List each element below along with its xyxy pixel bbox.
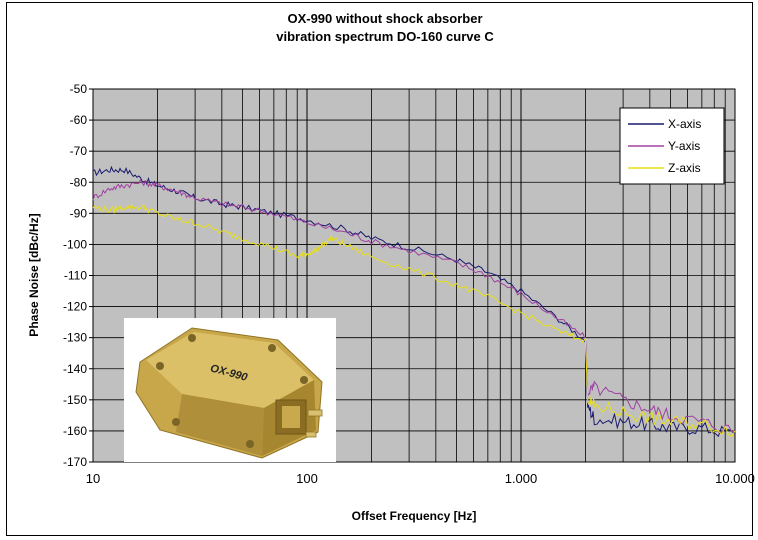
x-tick-label: 1.000 xyxy=(505,471,538,486)
axes: -50 -60 -70 -80 -90 -100 -110 -120 -130 -140 -150 -… xyxy=(63,82,755,486)
y-tick-label: -170 xyxy=(63,455,87,469)
y-tick-label: -150 xyxy=(63,393,87,407)
series-line-z-axis xyxy=(92,203,736,438)
y-tick-label: -110 xyxy=(64,269,87,283)
chart-subtitle: vibration spectrum DO-160 curve C xyxy=(276,29,494,44)
y-tick-label: -60 xyxy=(70,113,88,127)
x-axis-label: Offset Frequency [Hz] xyxy=(352,509,477,523)
legend-label: X-axis xyxy=(668,117,701,131)
series-line-y-axis xyxy=(92,178,736,434)
x-tick-label: 10.000 xyxy=(715,471,755,486)
product-photo: OX-990 xyxy=(124,318,336,462)
y-axis-label: Phase Noise [dBc/Hz] xyxy=(27,213,41,336)
x-tick-label: 10 xyxy=(86,471,100,486)
y-tick-label: -120 xyxy=(63,300,87,314)
legend-label: Z-axis xyxy=(668,161,701,175)
x-tick-label: 100 xyxy=(296,471,318,486)
series-lines xyxy=(92,165,736,438)
legend: X-axis Y-axis Z-axis xyxy=(619,107,725,185)
device-image: OX-990 xyxy=(135,327,323,459)
y-tick-label: -140 xyxy=(63,362,87,376)
y-tick-label: -130 xyxy=(63,331,87,345)
y-tick-label: -70 xyxy=(70,144,88,158)
y-tick-label: -80 xyxy=(70,175,88,189)
chart-title: OX-990 without shock absorber xyxy=(287,11,482,26)
y-tick-label: -160 xyxy=(63,424,87,438)
legend-label: Y-axis xyxy=(668,139,700,153)
y-tick-label: -50 xyxy=(70,82,88,96)
series-line-x-axis xyxy=(92,165,736,438)
y-tick-label: -100 xyxy=(63,237,87,251)
y-tick-label: -90 xyxy=(70,206,88,220)
